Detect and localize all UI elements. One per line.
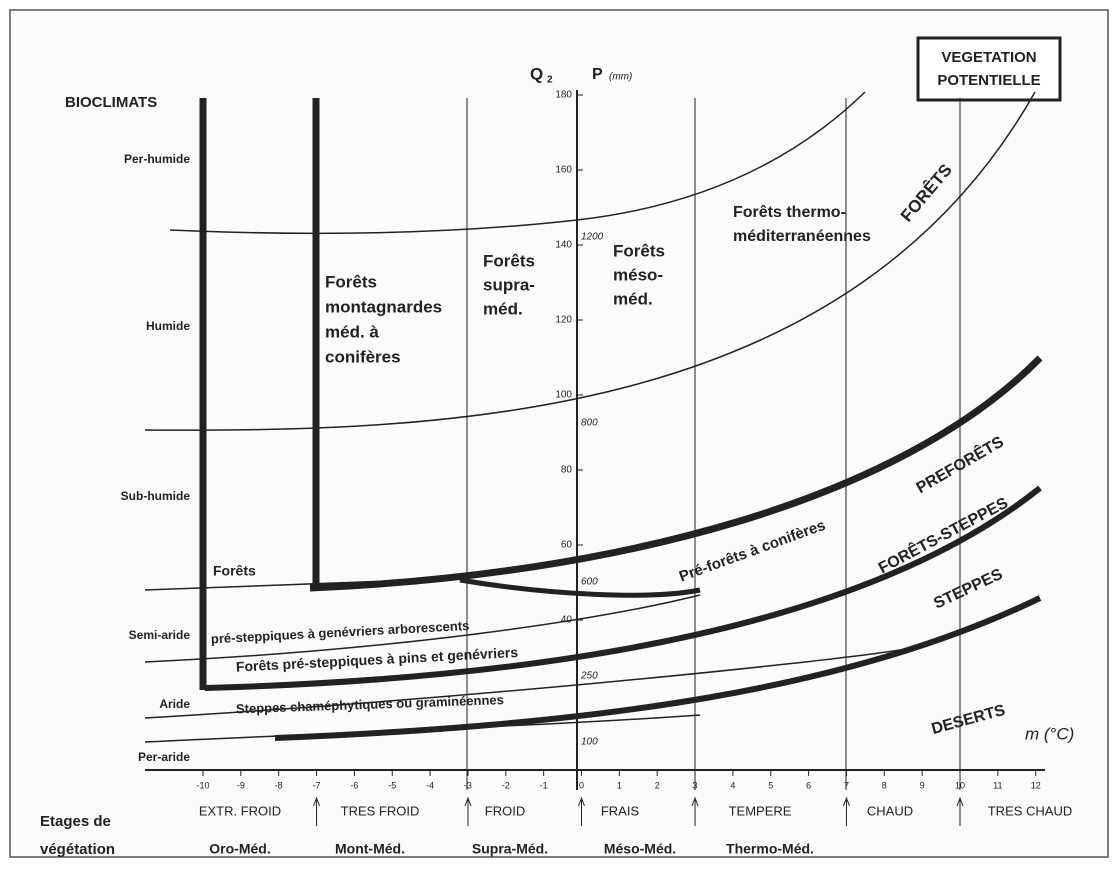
thermal-class: CHAUD (867, 803, 913, 818)
m-axis: m (°C) (1025, 724, 1074, 743)
region-label: méd. (483, 299, 523, 318)
p-tick: 100 (581, 737, 598, 748)
arrow (691, 796, 699, 826)
stage: Supra-Méd. (472, 841, 548, 857)
q-tick: 60 (561, 540, 573, 551)
thermal-class: EXTR. FROID (199, 803, 281, 818)
m-tick: -8 (275, 780, 283, 790)
p-tick: 600 (581, 577, 598, 588)
m-tick: 8 (882, 780, 887, 790)
m-tick: 1 (617, 780, 622, 790)
m-tick: 10 (955, 780, 965, 790)
region-label: Forêts (325, 272, 377, 291)
bioclimats: BIOCLIMATS (65, 94, 157, 111)
stage: Oro-Méd. (209, 841, 270, 857)
p-unit: (mm) (609, 72, 632, 83)
q-sub: 2 (547, 75, 553, 86)
m-tick: 3 (693, 780, 698, 790)
m-tick: 12 (1031, 780, 1041, 790)
box (916, 36, 1062, 102)
region-label: supra- (483, 275, 535, 294)
stages-title: végétation (40, 841, 115, 858)
bioclimate: Per-humide (124, 152, 190, 166)
box-label: VEGETATION (941, 49, 1036, 66)
arrow (842, 796, 850, 826)
thermal-class: FRAIS (601, 803, 640, 818)
m-tick: -5 (388, 780, 396, 790)
region-label: Forêts (213, 563, 256, 579)
arrow (578, 796, 585, 826)
q-tick: 100 (555, 390, 572, 401)
bioclimate: Aride (159, 697, 190, 711)
m-tick: -1 (540, 780, 548, 790)
q-tick: 140 (555, 240, 572, 251)
thermal-class: TRES FROID (341, 803, 420, 818)
region-label: Forêts (483, 251, 535, 270)
bioclimate: Per-aride (138, 750, 190, 764)
thermal-class: TEMPERE (729, 803, 792, 818)
region-label: conifères (325, 347, 401, 366)
stages-title: Etages de (40, 813, 111, 830)
p-tick: 250 (580, 671, 598, 682)
thermal-class: FROID (485, 803, 525, 818)
arrow (464, 796, 472, 826)
m-tick: -6 (350, 780, 358, 790)
m-tick: -3 (464, 780, 472, 790)
m-tick: 4 (730, 780, 735, 790)
m-tick: 0 (579, 780, 584, 790)
q-tick: 40 (561, 615, 573, 626)
region-label: Forêts thermo- (733, 204, 846, 221)
stage: Méso-Méd. (604, 841, 676, 857)
bioclimate: Sub-humide (121, 489, 191, 503)
m-tick: 6 (806, 780, 811, 790)
m-tick: 5 (768, 780, 773, 790)
p-tick: 1200 (581, 232, 604, 243)
thermal-class: TRES CHAUD (988, 803, 1073, 818)
region-label: Forêts (613, 241, 665, 260)
p-axis: P (592, 66, 603, 83)
region-label: méso- (613, 265, 663, 284)
q-tick: 120 (555, 315, 572, 326)
arrow (313, 796, 321, 826)
m-tick: -4 (426, 780, 434, 790)
curves (144, 90, 1045, 790)
m-tick: 11 (993, 780, 1002, 790)
q-axis: Q (530, 64, 543, 83)
m-tick: -10 (196, 780, 209, 790)
region-label: méd. (613, 289, 653, 308)
m-tick: -9 (237, 780, 245, 790)
m-tick: 2 (655, 780, 660, 790)
stage: Mont-Méd. (335, 841, 405, 857)
bioclimate: Humide (146, 319, 190, 333)
stage: Thermo-Méd. (726, 841, 814, 857)
m-tick: -7 (313, 780, 321, 790)
m-tick: -2 (502, 780, 510, 790)
region-label: méd. à (325, 322, 379, 341)
q-tick: 80 (561, 465, 573, 476)
region-label: montagnardes (325, 297, 442, 316)
box-label: POTENTIELLE (937, 72, 1040, 89)
q-tick: 180 (555, 90, 572, 101)
arrow (956, 796, 964, 826)
q-tick: 160 (555, 165, 572, 176)
m-tick: 7 (844, 780, 849, 790)
bioclimate: Semi-aride (129, 628, 191, 642)
p-tick: 800 (581, 418, 598, 429)
region-label: méditerranéennes (733, 228, 871, 245)
m-tick: 9 (920, 780, 925, 790)
